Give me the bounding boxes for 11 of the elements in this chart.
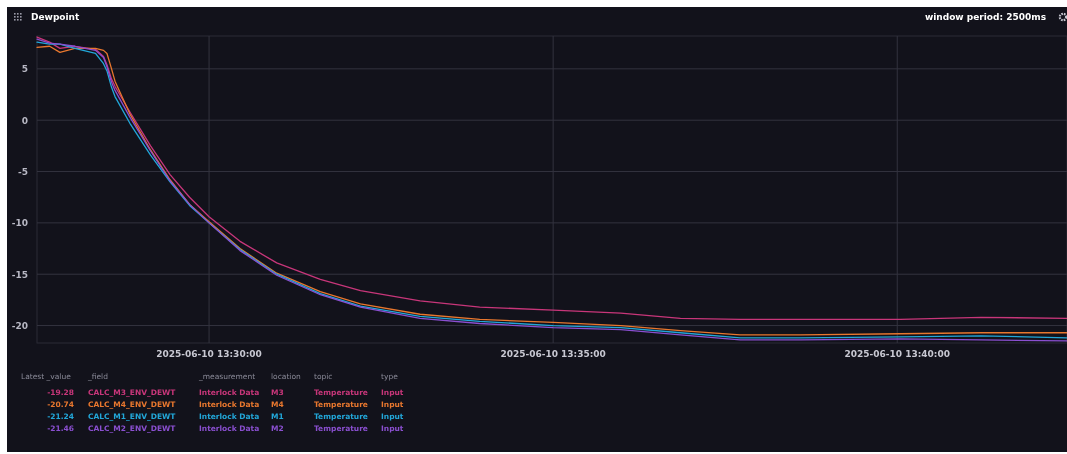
y-tick-label: 0 xyxy=(21,115,28,126)
text: window period: 2500ms xyxy=(924,12,1046,22)
x-tick-label: 2025-06-10 13:30:00 xyxy=(156,349,262,359)
y-tick-label: 5 xyxy=(21,64,28,75)
y-tick-label: -10 xyxy=(11,218,28,229)
x-tick-label: 2025-06-10 13:35:00 xyxy=(500,349,606,359)
chart-title: Dewpoint xyxy=(31,12,81,22)
y-tick-label: -15 xyxy=(11,269,28,280)
y-tick-label: -5 xyxy=(18,167,28,178)
x-tick-label: 2025-06-10 13:40:00 xyxy=(844,349,950,359)
y-tick-label: -20 xyxy=(11,321,28,332)
